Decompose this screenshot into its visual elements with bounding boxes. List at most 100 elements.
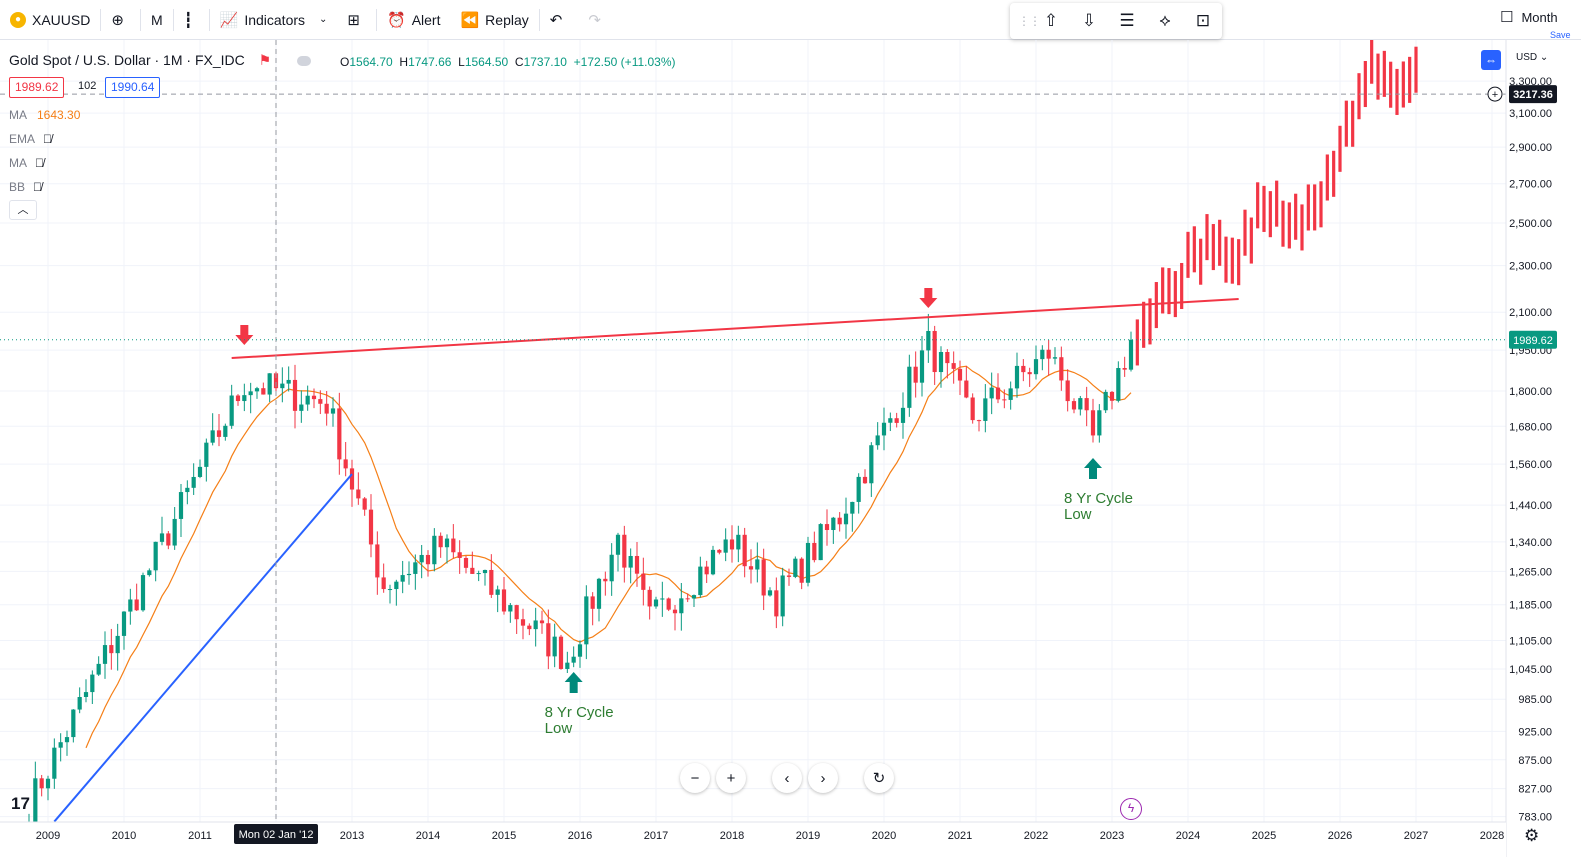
time-tick-label: 2025 (1252, 830, 1276, 842)
up-arrow-marker[interactable] (564, 672, 583, 693)
candle-up (710, 549, 716, 575)
candle-up (413, 562, 418, 574)
projection-bar (1180, 262, 1184, 310)
projection-bar (1370, 40, 1374, 84)
minus-icon: − (690, 769, 700, 787)
plus-icon[interactable]: + (1492, 89, 1498, 101)
price-axis[interactable] (1506, 40, 1581, 857)
candle-up (83, 692, 89, 697)
up-arrow-marker[interactable] (1084, 458, 1102, 479)
lightning-icon[interactable]: ϟ (1120, 798, 1142, 820)
redo-button[interactable]: ↷ (578, 0, 617, 40)
sell-price-box[interactable]: 1989.62 (9, 77, 65, 98)
time-axis[interactable] (0, 822, 1506, 857)
buy-price-box[interactable]: 1990.64 (105, 77, 161, 98)
candle-down (799, 558, 804, 583)
drag-handle-icon[interactable]: ⋮⋮ (1018, 14, 1041, 28)
chart-type-button[interactable]: ┇ (174, 0, 209, 40)
candle-down (641, 573, 646, 590)
projection-bar (1268, 191, 1272, 238)
undo-button[interactable]: ↶ (540, 0, 579, 40)
candle-up (58, 742, 63, 748)
floating-drawing-toolbar: ⋮⋮ ⇧ ⇩ ☰ ⟡ ⊡ (1010, 3, 1222, 39)
cycle-low-label[interactable]: 8 Yr Cycle (1064, 490, 1133, 507)
collapse-legend-icon[interactable] (297, 56, 312, 67)
projection-bar (1382, 50, 1386, 97)
candle-up (121, 611, 127, 636)
eye-hidden-icon[interactable]: 👁̸ (33, 180, 43, 194)
down-arrow-marker[interactable] (235, 325, 254, 345)
layouts-button[interactable]: ⊞ (337, 0, 376, 40)
candle-up (147, 570, 152, 576)
cycle-low-label[interactable]: Low (1064, 506, 1092, 523)
projection-bar (1287, 202, 1291, 249)
flag-icon[interactable]: ⚑ (258, 52, 272, 68)
down-arrow-marker[interactable] (919, 288, 938, 308)
projection-bar (1332, 150, 1336, 197)
cycle-low-label[interactable]: Low (545, 720, 573, 737)
scroll-left-button[interactable]: ‹ (772, 763, 802, 793)
indicators-button[interactable]: 📈 Indicators ⌄ (210, 0, 338, 40)
time-tick-label: 2018 (720, 830, 744, 842)
candle-up (229, 395, 234, 426)
eye-hidden-icon[interactable]: 👁̸ (43, 132, 53, 146)
toolbar-divider (172, 8, 174, 31)
symbol-search-button[interactable]: ● XAUUSD (0, 0, 100, 40)
toolbar-divider (208, 8, 210, 31)
measure-tool-icon[interactable]: ⊡ (1195, 11, 1211, 30)
fullscreen-icon[interactable]: ☐ (1500, 9, 1514, 26)
redo-icon: ↷ (588, 11, 601, 29)
auto-scale-button[interactable]: ⇔ (1481, 50, 1501, 70)
alert-button[interactable]: ⏰ Alert (377, 0, 450, 40)
layout-save-area[interactable]: ☐ Month Save (1500, 8, 1571, 41)
crosshair-price-tag (1509, 85, 1557, 104)
arrow-up-tool-icon[interactable]: ⇧ (1043, 11, 1059, 30)
pattern-tool-icon[interactable]: ⟡ (1159, 11, 1171, 30)
candle-down (527, 625, 532, 630)
gear-icon[interactable]: ⚙ (1524, 826, 1540, 845)
time-tick-label: 2015 (492, 830, 516, 842)
zoom-in-button[interactable]: + (716, 763, 746, 793)
save-label[interactable]: Save (1550, 30, 1571, 40)
candle-down (368, 509, 374, 545)
cycle-low-label[interactable]: 8 Yr Cycle (545, 704, 614, 721)
chevron-left-icon: ‹ (784, 769, 790, 787)
currency-label[interactable]: USD ⌄ (1516, 52, 1548, 63)
candle-down (362, 498, 367, 510)
indicator-row-bb[interactable]: BB 👁̸ (9, 180, 42, 194)
projection-bar (1414, 46, 1418, 93)
candle-up (90, 674, 95, 693)
tradingview-logo[interactable]: 17 (11, 794, 30, 813)
indicator-row-ma2[interactable]: MA 👁̸ (9, 156, 44, 170)
indicator-name: EMA (9, 132, 36, 146)
candle-down (824, 524, 830, 531)
support-trendline[interactable] (53, 473, 353, 823)
compare-add-button[interactable]: ⊕ (101, 0, 140, 40)
indicator-row-ma[interactable]: MA 1643.30 (9, 108, 80, 122)
resistance-trendline[interactable] (231, 297, 1239, 360)
add-alert-icon[interactable] (1487, 86, 1503, 102)
eye-hidden-icon[interactable]: 👁̸ (35, 156, 44, 170)
candle-up (660, 598, 665, 600)
reset-chart-button[interactable]: ↻ (864, 763, 894, 793)
arrow-down-tool-icon[interactable]: ⇩ (1081, 11, 1097, 30)
collapse-indicators-button[interactable]: ︿ (9, 200, 37, 220)
candle-down (1021, 365, 1026, 373)
candle-up (900, 407, 906, 423)
time-tick-label: 2024 (1176, 830, 1200, 842)
projection-bar (1344, 100, 1348, 147)
zoom-out-button[interactable]: − (680, 763, 710, 793)
lines-tool-icon[interactable]: ☰ (1119, 11, 1135, 30)
interval-button[interactable]: M (141, 0, 173, 40)
crosshair-date-label: Mon 02 Jan '12 (239, 829, 314, 841)
candle-up (565, 662, 570, 669)
replay-button[interactable]: ⏪ Replay (450, 0, 538, 40)
indicator-row-ema[interactable]: EMA 👁̸ (9, 132, 52, 146)
candle-up (394, 581, 399, 590)
time-tick-label: 2010 (112, 830, 136, 842)
candles-icon: ┇ (183, 11, 193, 29)
candle-down (742, 534, 747, 567)
candle-down (685, 598, 690, 600)
scroll-right-button[interactable]: › (808, 763, 838, 793)
